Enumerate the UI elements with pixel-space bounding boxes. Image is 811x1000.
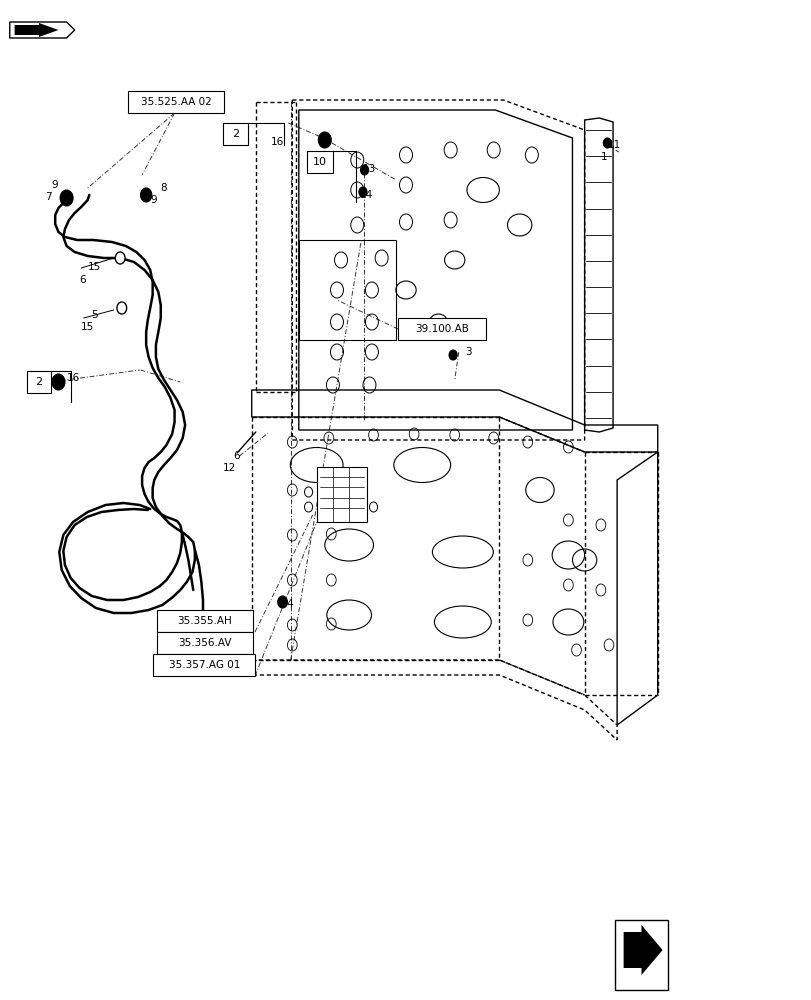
Circle shape <box>140 188 152 202</box>
Circle shape <box>115 252 125 264</box>
Text: 3: 3 <box>465 347 471 357</box>
Bar <box>128 91 224 113</box>
Circle shape <box>277 596 287 608</box>
Circle shape <box>358 187 367 197</box>
Bar <box>316 467 367 522</box>
Bar <box>157 632 252 654</box>
Text: 35.355.AH: 35.355.AH <box>177 616 232 626</box>
Circle shape <box>60 190 73 206</box>
Polygon shape <box>10 22 75 38</box>
Bar <box>223 123 247 145</box>
Text: 39.100.AB: 39.100.AB <box>414 324 468 334</box>
Polygon shape <box>15 23 58 37</box>
Text: 13: 13 <box>363 164 375 174</box>
Text: 9: 9 <box>150 195 157 205</box>
Text: 1: 1 <box>600 152 607 162</box>
Circle shape <box>360 165 368 175</box>
Text: 35.525.AA 02: 35.525.AA 02 <box>140 97 212 107</box>
Circle shape <box>52 374 65 390</box>
Bar <box>298 240 396 340</box>
Bar <box>27 371 51 393</box>
Text: 6: 6 <box>79 275 86 285</box>
Circle shape <box>448 350 457 360</box>
Circle shape <box>318 132 331 148</box>
Bar <box>615 920 667 990</box>
Text: 35.357.AG 01: 35.357.AG 01 <box>169 660 239 670</box>
Text: 35.356.AV: 35.356.AV <box>178 638 231 648</box>
Bar <box>153 654 255 676</box>
Text: 11: 11 <box>607 140 620 150</box>
Text: 4: 4 <box>286 599 293 609</box>
Polygon shape <box>623 925 662 975</box>
Circle shape <box>117 302 127 314</box>
Bar <box>397 318 485 340</box>
Text: 9: 9 <box>51 180 58 190</box>
Text: 16: 16 <box>67 373 79 383</box>
Circle shape <box>603 138 611 148</box>
Text: 6: 6 <box>233 451 239 461</box>
Text: 14: 14 <box>359 190 372 200</box>
Text: 15: 15 <box>88 262 101 272</box>
Text: 2: 2 <box>36 377 42 387</box>
Bar <box>157 610 252 632</box>
Text: 8: 8 <box>160 183 166 193</box>
Text: 12: 12 <box>223 463 236 473</box>
Text: 16: 16 <box>271 137 284 147</box>
Text: 15: 15 <box>81 322 94 332</box>
Text: 5: 5 <box>91 310 97 320</box>
Bar <box>307 151 333 173</box>
Text: 10: 10 <box>312 157 327 167</box>
Text: 7: 7 <box>45 192 51 202</box>
Text: 2: 2 <box>232 129 238 139</box>
